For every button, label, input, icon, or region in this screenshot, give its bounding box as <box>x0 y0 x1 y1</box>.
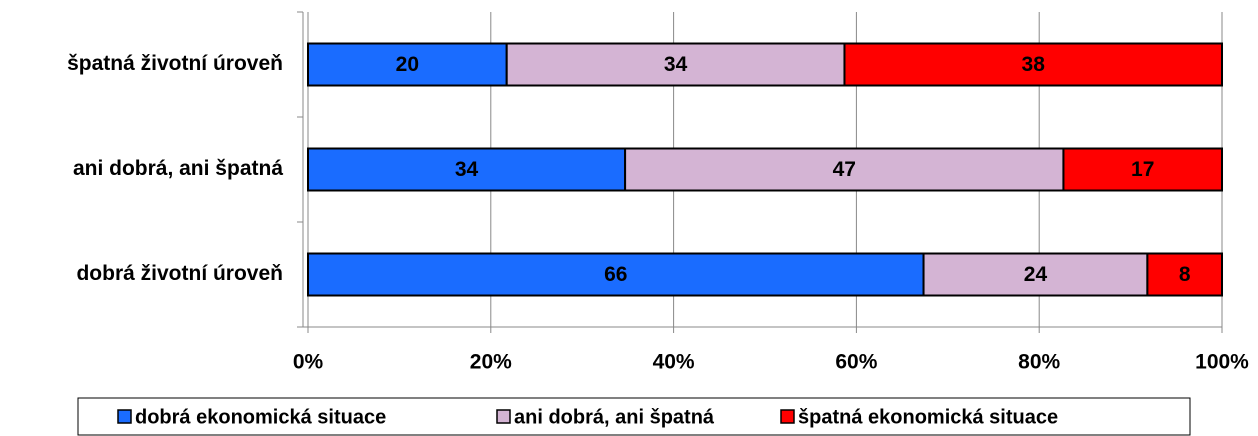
data-label: 20 <box>396 53 419 76</box>
legend-box <box>77 397 1191 436</box>
x-tick-label: 40% <box>653 351 695 374</box>
data-label: 66 <box>604 263 627 286</box>
legend-label: ani dobrá, ani špatná <box>514 406 715 428</box>
bar-segment <box>1062 147 1223 192</box>
bar-segment <box>843 42 1223 87</box>
data-label: 24 <box>1024 263 1048 286</box>
x-tick-label: 0% <box>293 351 324 374</box>
y-tick-label: dobrá životní úroveň <box>76 262 283 285</box>
legend-label: špatná ekonomická situace <box>798 406 1058 428</box>
x-tick-label: 60% <box>835 351 877 374</box>
legend-swatch <box>496 409 511 424</box>
legend-swatch <box>117 409 132 424</box>
y-tick-label: ani dobrá, ani špatná <box>73 157 283 180</box>
data-label: 38 <box>1022 53 1046 76</box>
data-label: 47 <box>833 158 856 181</box>
legend-label: dobrá ekonomická situace <box>135 406 386 428</box>
data-label: 34 <box>455 158 479 181</box>
bar-segment <box>1146 252 1223 297</box>
data-label: 34 <box>664 53 688 76</box>
data-label: 8 <box>1179 263 1191 286</box>
y-tick-label: špatná životní úroveň <box>67 52 283 75</box>
x-tick-label: 100% <box>1195 351 1249 374</box>
x-tick-label: 80% <box>1018 351 1060 374</box>
data-label: 17 <box>1131 158 1154 181</box>
bar-segment <box>307 252 925 297</box>
x-tick-label: 20% <box>470 351 512 374</box>
bar-segment <box>624 147 1065 192</box>
legend-swatch <box>780 409 795 424</box>
bar-segment <box>307 42 508 87</box>
